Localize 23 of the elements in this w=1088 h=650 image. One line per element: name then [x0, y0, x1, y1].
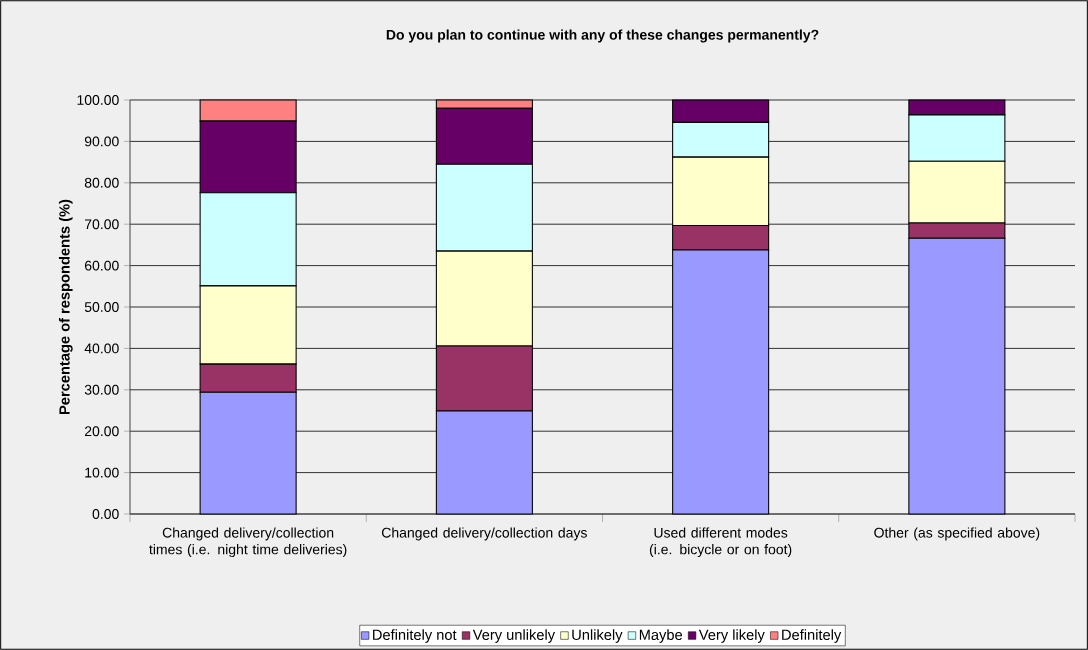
x-tick-label: Used different modes (i.e. bicycle or on foot): [649, 527, 792, 558]
y-tick-label: 10.00: [85, 467, 119, 478]
x-tick-label: Changed delivery/collection times (i.e. night time deliveries): [149, 527, 347, 558]
y-tick-label: 0.00: [92, 509, 119, 519]
y-tick-label: 30.00: [84, 384, 119, 395]
y-tick-label: 80.00: [84, 177, 119, 188]
legend-label: Definitely: [782, 629, 842, 643]
y-tick-label: 70.00: [84, 219, 119, 230]
y-tick-label: 90.00: [84, 136, 119, 147]
x-tick-label: Other (as specified above): [874, 527, 1040, 541]
y-tick-label: 100.00: [77, 95, 119, 105]
legend-label: Definitely not: [373, 629, 457, 643]
y-tick-label: 20.00: [84, 426, 119, 437]
legend-label: Very unlikely: [472, 629, 556, 643]
legend-label: Maybe: [639, 629, 683, 643]
chart-title: Do you plan to continue with any of these changes permanently?: [386, 29, 819, 43]
y-tick-label: 60.00: [84, 260, 119, 271]
y-axis-title: Percentage of respondents (%): [58, 199, 73, 414]
y-tick-label: 50.00: [84, 302, 119, 312]
legend-label: Unlikely: [572, 629, 623, 643]
x-tick-label: Changed delivery/collection days: [381, 527, 587, 541]
legend-label: Very likely: [698, 629, 765, 643]
y-tick-label: 40.00: [84, 343, 119, 354]
